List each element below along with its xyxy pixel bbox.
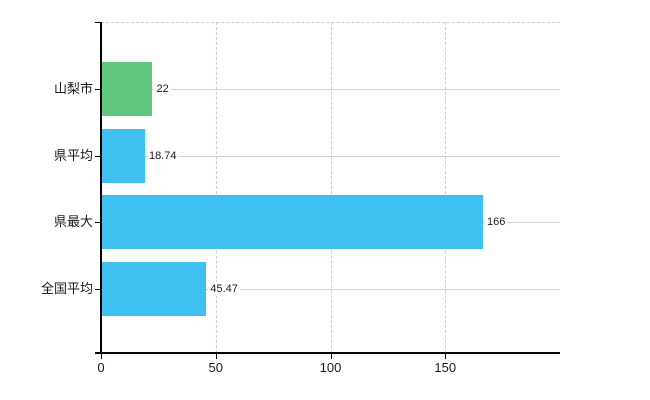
y-axis-tick-mark <box>95 89 101 90</box>
y-axis-tick-mark <box>95 288 101 290</box>
x-axis-tick-mark <box>445 353 447 359</box>
bar-山梨市 <box>102 62 153 116</box>
grid-line-vertical <box>215 22 217 353</box>
y-axis-tick-mark <box>95 222 101 223</box>
x-axis-tick-mark <box>101 353 102 359</box>
category-label: 山梨市 <box>53 81 93 96</box>
x-axis-tick-mark <box>330 353 332 359</box>
grid-line-horizontal <box>101 288 560 290</box>
bar-全国平均 <box>102 261 207 316</box>
grid-line-vertical <box>330 22 332 353</box>
grid-line-horizontal <box>101 155 560 157</box>
x-axis-tick-label: 0 <box>97 360 105 375</box>
bar-value-label: 166 <box>484 215 508 229</box>
x-axis-tick-label: 150 <box>434 360 457 375</box>
bar-県平均 <box>102 128 145 183</box>
y-axis-tick-mark <box>95 155 101 157</box>
category-label: 全国平均 <box>40 280 93 296</box>
category-label: 県最大 <box>53 214 93 229</box>
y-axis-line <box>100 22 102 353</box>
x-axis-tick-label: 100 <box>319 360 342 375</box>
x-axis-tick-label: 50 <box>208 360 223 375</box>
bar-value-label: 45.47 <box>208 281 240 296</box>
bar-value-label: 22 <box>154 82 171 96</box>
grid-line-vertical <box>445 22 447 353</box>
bar-県最大 <box>102 195 483 249</box>
grid-line-horizontal <box>101 89 560 90</box>
y-axis-tick-mark <box>95 22 101 23</box>
category-label: 県平均 <box>53 147 93 163</box>
x-axis-line <box>95 352 560 354</box>
bar-value-label: 18.74 <box>147 148 179 163</box>
x-axis-tick-mark <box>215 353 217 359</box>
